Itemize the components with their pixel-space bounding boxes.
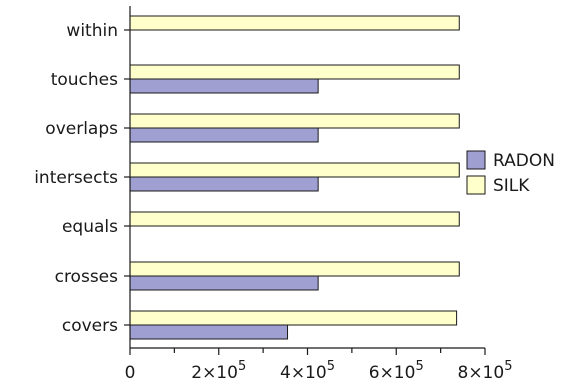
bars-group <box>129 15 460 340</box>
legend-label-radon: RADON <box>493 151 555 171</box>
legend-swatch-silk <box>466 175 486 195</box>
bar-radon-touches <box>129 78 319 94</box>
category-label-crosses: crosses <box>55 267 119 287</box>
legend-label-silk: SILK <box>493 176 530 196</box>
legend-swatch-radon <box>466 150 486 170</box>
category-label-equals: equals <box>62 217 118 237</box>
bar-silk-covers <box>129 310 458 326</box>
category-label-covers: covers <box>62 316 118 336</box>
category-label-within: within <box>66 21 118 41</box>
x-tick-label-3: 6×105 <box>369 359 424 383</box>
x-tick-labels: 0 2×105 4×105 6×105 8×105 <box>125 359 513 383</box>
category-label-intersects: intersects <box>34 168 118 188</box>
legend: RADON SILK <box>466 150 555 196</box>
bar-radon-crosses <box>129 275 319 291</box>
bar-radon-intersects <box>129 176 319 192</box>
bar-silk-crosses <box>129 261 460 277</box>
category-labels: within touches overlaps intersects equals cro… <box>34 21 118 336</box>
bar-silk-overlaps <box>129 113 460 129</box>
x-tick-label-0: 0 <box>125 363 136 383</box>
category-label-overlaps: overlaps <box>45 119 118 139</box>
category-label-touches: touches <box>51 70 118 90</box>
bar-silk-touches <box>129 64 460 80</box>
axes <box>124 6 486 355</box>
bar-silk-intersects <box>129 162 460 178</box>
x-tick-label-4: 8×105 <box>458 359 513 383</box>
x-tick-label-2: 4×105 <box>280 359 335 383</box>
bar-silk-within <box>129 15 460 31</box>
bar-radon-overlaps <box>129 127 319 143</box>
bar-silk-equals <box>129 211 460 227</box>
bar-radon-covers <box>129 324 289 340</box>
x-tick-label-1: 2×105 <box>191 359 246 383</box>
